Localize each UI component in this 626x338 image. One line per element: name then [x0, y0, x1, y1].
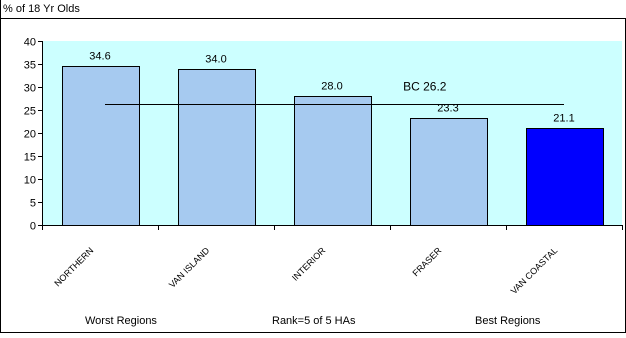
data-label: 34.0 — [205, 54, 226, 66]
y-tick-label: 20 — [24, 129, 36, 141]
y-tick-label: 35 — [24, 60, 36, 72]
bc-average-label: BC 26.2 — [403, 80, 447, 94]
data-label: 28.0 — [321, 81, 342, 93]
category-label: VAN COASTAL — [509, 245, 560, 296]
bar-interior — [294, 96, 372, 226]
y-tick-label: 40 — [24, 37, 36, 49]
bars — [62, 66, 604, 226]
y-tick-label: 15 — [24, 152, 36, 164]
y-tick-label: 5 — [30, 198, 36, 210]
y-tick-label: 0 — [30, 221, 36, 233]
footer-best-regions: Best Regions — [475, 315, 541, 327]
category-labels: NORTHERN VAN ISLAND INTERIOR FRASER VAN COAS… — [52, 245, 559, 296]
data-label: 34.6 — [89, 51, 110, 63]
bar-northern — [62, 66, 140, 226]
bar-van-coastal — [526, 128, 604, 226]
data-label: 21.1 — [553, 113, 574, 125]
footer-worst-regions: Worst Regions — [85, 315, 157, 327]
category-label: VAN ISLAND — [167, 245, 212, 290]
y-tick-label: 10 — [24, 175, 36, 187]
y-axis-title: % of 18 Yr Olds — [3, 3, 80, 15]
bar-van-island — [178, 69, 256, 226]
reference-line: BC 26.2 — [105, 80, 564, 105]
category-label: INTERIOR — [290, 245, 328, 283]
y-tick-label: 30 — [24, 83, 36, 95]
data-labels: 34.6 34.0 28.0 23.3 21.1 — [89, 51, 574, 125]
y-tick-label: 25 — [24, 106, 36, 118]
category-label: NORTHERN — [52, 245, 95, 288]
y-axis: 0 5 10 15 20 25 30 35 40 — [24, 37, 43, 233]
bar-fraser — [410, 118, 488, 226]
footer-rank: Rank=5 of 5 HAs — [272, 315, 356, 327]
data-label: 23.3 — [437, 103, 458, 115]
category-label: FRASER — [411, 245, 444, 278]
